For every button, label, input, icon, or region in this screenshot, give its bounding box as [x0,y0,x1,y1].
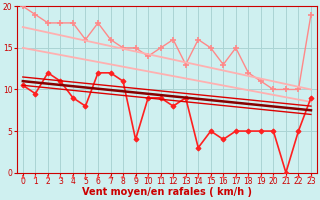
X-axis label: Vent moyen/en rafales ( km/h ): Vent moyen/en rafales ( km/h ) [82,187,252,197]
